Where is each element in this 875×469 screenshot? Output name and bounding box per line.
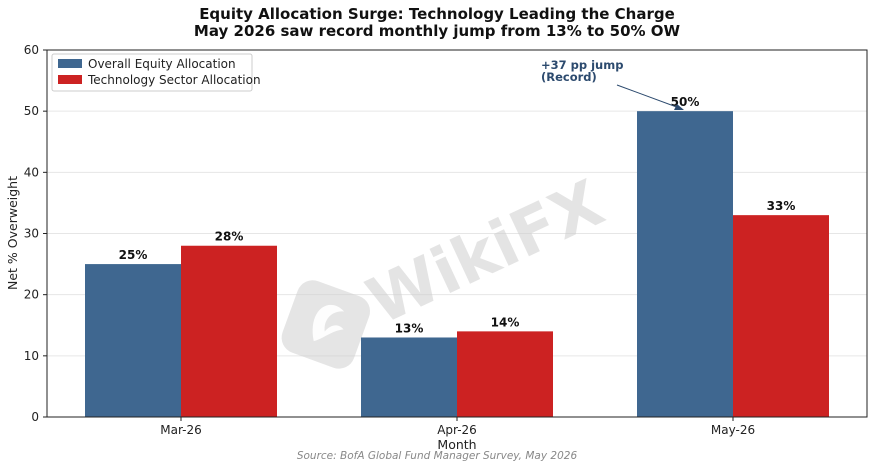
bars bbox=[85, 111, 829, 418]
watermark-logo-icon bbox=[281, 280, 371, 369]
data-label-technology-apr-26: 14% bbox=[491, 315, 520, 329]
y-tick-label: 40 bbox=[24, 165, 39, 179]
data-label-overall-mar-26: 25% bbox=[119, 248, 148, 262]
y-tick-label: 60 bbox=[24, 43, 39, 57]
bar-technology-may-26 bbox=[733, 215, 829, 417]
legend-swatch-technology bbox=[58, 75, 82, 84]
legend-label-overall: Overall Equity Allocation bbox=[88, 57, 236, 71]
y-tick-label: 10 bbox=[24, 349, 39, 363]
annotation-arrow bbox=[616, 84, 683, 110]
bar-technology-apr-26 bbox=[457, 331, 553, 417]
y-tick-label: 50 bbox=[24, 104, 39, 118]
annotation-line-1: +37 pp jump bbox=[541, 58, 623, 72]
chart-title: Equity Allocation Surge: Technology Lead… bbox=[199, 5, 675, 23]
annotation: +37 pp jump (Record) bbox=[541, 58, 684, 110]
y-axis-ticks: 0 10 20 30 40 50 60 bbox=[24, 43, 47, 424]
legend-swatch-overall bbox=[58, 59, 82, 68]
bar-technology-mar-26 bbox=[181, 245, 277, 417]
y-tick-label: 0 bbox=[31, 410, 39, 424]
bar-labels: 25% 28% 13% 14% 50% 33% bbox=[119, 95, 796, 335]
data-label-technology-may-26: 33% bbox=[767, 199, 796, 213]
y-tick-label: 30 bbox=[24, 227, 39, 241]
watermark-text: WikiFX bbox=[357, 167, 615, 340]
bar-overall-mar-26 bbox=[85, 264, 181, 417]
legend-label-technology: Technology Sector Allocation bbox=[87, 73, 261, 87]
annotation-line-2: (Record) bbox=[541, 70, 597, 84]
x-axis-ticks: Mar-26 Apr-26 May-26 bbox=[160, 417, 755, 437]
x-tick-label: Apr-26 bbox=[437, 423, 477, 437]
annotation-arrowhead-icon bbox=[674, 104, 684, 110]
x-axis-label: Month bbox=[437, 437, 476, 452]
chart-subtitle: May 2026 saw record monthly jump from 13… bbox=[194, 22, 681, 40]
x-tick-label: May-26 bbox=[711, 423, 755, 437]
y-tick-label: 20 bbox=[24, 288, 39, 302]
data-label-technology-mar-26: 28% bbox=[215, 230, 244, 244]
data-label-overall-may-26: 50% bbox=[671, 95, 700, 109]
x-tick-label: Mar-26 bbox=[160, 423, 201, 437]
source-note: Source: BofA Global Fund Manager Survey,… bbox=[297, 450, 578, 462]
bar-overall-apr-26 bbox=[361, 337, 457, 417]
y-axis-label: Net % Overweight bbox=[5, 176, 20, 290]
legend: Overall Equity Allocation Technology Sec… bbox=[51, 53, 261, 92]
legend-box bbox=[51, 53, 253, 92]
data-label-overall-apr-26: 13% bbox=[395, 321, 424, 335]
bar-overall-may-26 bbox=[637, 111, 733, 418]
